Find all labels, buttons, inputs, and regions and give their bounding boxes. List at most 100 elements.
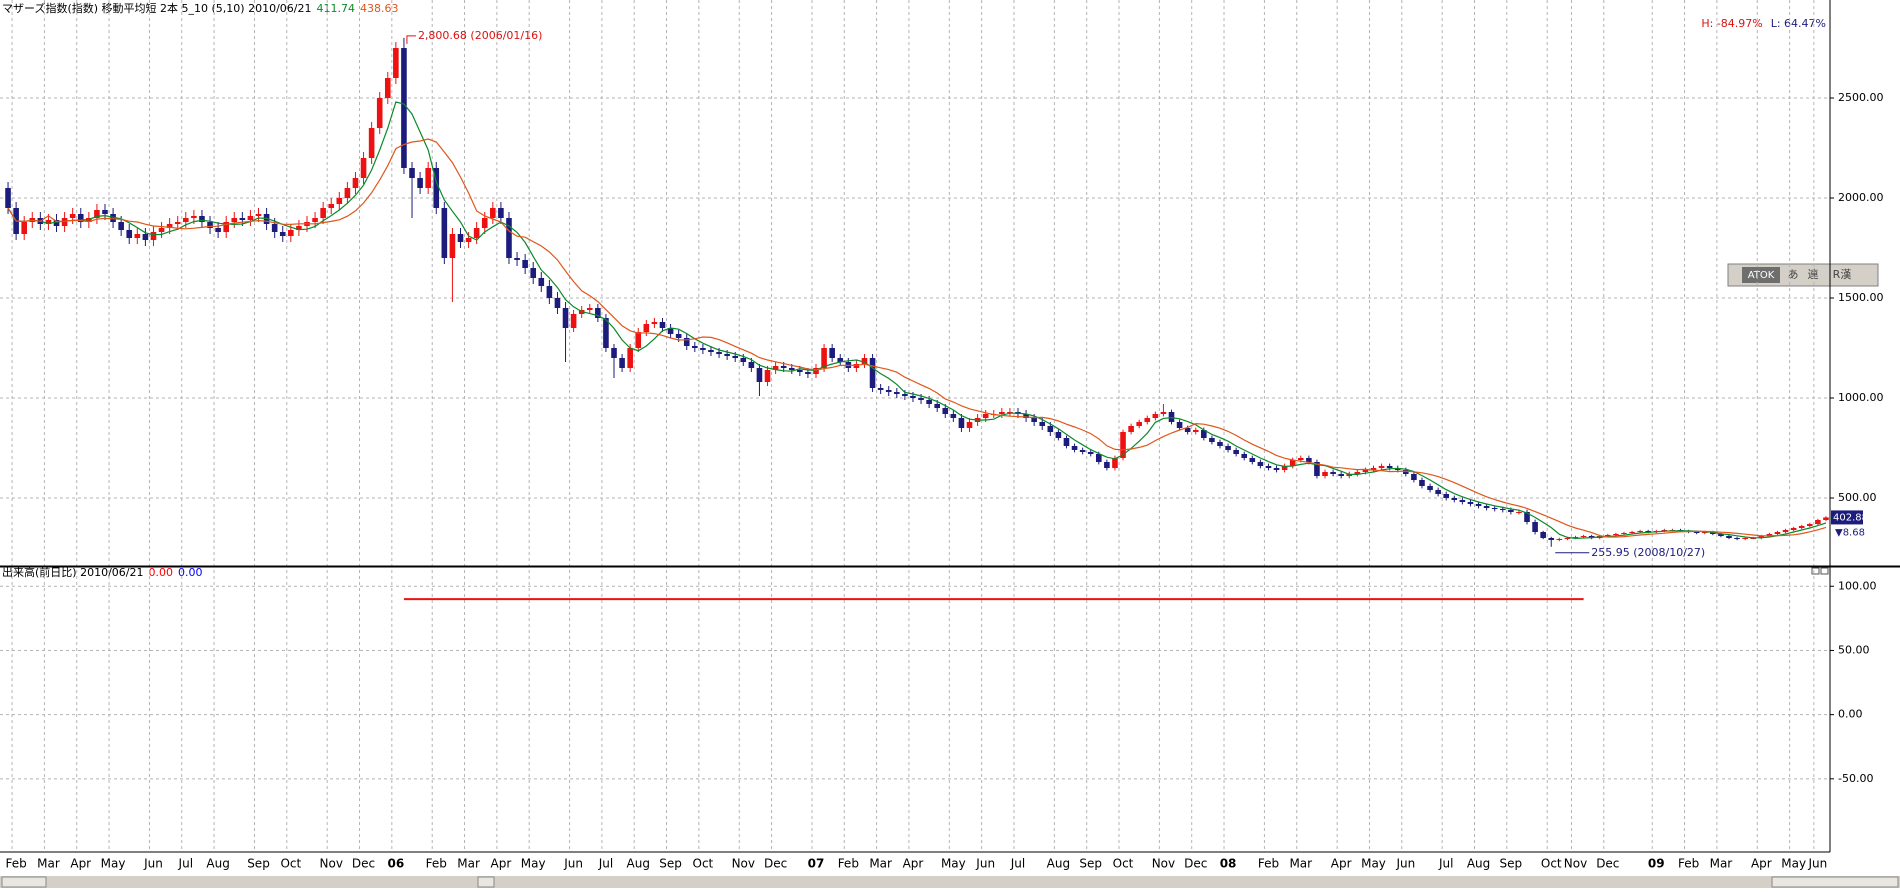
nav-buttons[interactable] [1771,876,1899,888]
x-tick-label: May [101,857,126,871]
candle-body [756,368,763,382]
candle-body [740,358,747,362]
candle-body [1241,454,1248,458]
candle-body [700,348,706,350]
candle-body [877,388,884,390]
candle-body [1209,438,1215,442]
candle-body [126,230,133,238]
candle-body [1233,450,1239,454]
candle-body [1338,474,1344,476]
main-header: マザーズ指数(指数) 移動平均短 2本 5_10 (5,10) 2010/06/… [2,1,399,15]
candle-body [1112,458,1118,468]
candle-body [288,230,294,236]
candle-body [1370,468,1377,470]
pane-button [1820,567,1829,575]
ime-label[interactable]: R漢 [1833,268,1852,281]
pane-button [1811,567,1820,575]
x-tick-label: Nov [320,857,343,871]
y-tick-label: 500.00 [1838,491,1877,504]
candle-body [1257,462,1264,466]
x-tick-label: Apr [1751,857,1772,871]
candle-body [191,216,197,218]
candle-body [780,366,787,368]
ime-label[interactable]: ATOK [1748,270,1775,281]
candle-body [603,318,609,348]
candle-body [352,178,359,188]
candle-body [902,394,908,396]
candle-body [409,168,415,178]
candle-body [1726,536,1732,538]
candle-body [1273,468,1280,470]
candle-body [716,352,722,354]
candle-body [910,396,916,398]
candle-body [1572,537,1579,538]
x-tick-label: Apr [903,857,924,871]
candle-body [805,372,811,374]
x-tick-label: Mar [457,857,480,871]
candle-body [481,218,488,228]
candle-body [1637,531,1643,532]
candle-body [1403,470,1409,474]
candle-body [1079,450,1086,452]
candle-body [166,224,173,228]
reading: 0.00 [178,566,203,579]
candle-body [5,188,11,208]
y-tick-label: 50.00 [1838,643,1870,656]
candle-body [279,232,286,236]
candle-body [376,98,383,128]
candle-body [417,178,423,188]
candle-body [788,368,795,370]
candle-body [1386,466,1393,468]
candle-body [1095,454,1102,462]
candle-body [1782,530,1789,532]
candle-body [586,308,593,310]
x-tick-label: Aug [1467,857,1490,871]
candle-body [1661,530,1668,531]
scroll-track [0,876,1900,888]
candle-body [255,214,262,216]
candle-body [708,350,714,352]
scroll-button[interactable] [1,876,47,888]
ime-toolbar: ATOK あ 連 R漢 [1727,263,1879,287]
x-tick-label: Mar [1289,857,1312,871]
candle-body [999,412,1005,414]
candle-body [77,214,84,222]
ime-label[interactable]: あ [1788,268,1799,281]
candle-body [247,216,254,220]
candle-body [926,400,932,404]
candle-body [627,348,633,368]
candle-body [1548,538,1555,540]
candle-body [1354,472,1361,474]
candle-body [490,208,496,218]
x-tick-label: Feb [838,857,859,871]
candle-body [1701,532,1708,533]
x-tick-label: 07 [808,857,825,871]
candle-body [1613,534,1619,535]
x-tick-label: May [521,857,546,871]
sub-title: 出来高(前日比) 2010/06/21 [2,565,143,579]
y-tick-label: 100.00 [1838,579,1877,592]
scroll-thumb[interactable] [477,876,495,888]
x-tick-label: Sep [247,857,270,871]
candle-body [312,218,318,222]
x-tick-label: 08 [1220,857,1237,871]
candle-body [465,238,472,242]
candle-body [1588,536,1595,538]
candle-body [966,422,973,428]
candle-body [1055,432,1062,438]
x-tick-label: May [1781,857,1806,871]
x-tick-label: Feb [5,857,26,871]
x-tick-label: 06 [388,857,405,871]
candle-body [514,258,520,260]
candle-body [1823,517,1829,520]
candle-body [829,348,835,358]
ma-reading: 411.74 [317,2,356,15]
x-tick-label: Jun [1808,857,1828,871]
x-tick-label: Aug [1047,857,1070,871]
candle-body [651,322,658,324]
low-pct: L: 64.47% [1771,17,1826,30]
candle-body [692,346,698,348]
ime-label[interactable]: 連 [1808,267,1819,281]
candle-body [449,234,456,258]
